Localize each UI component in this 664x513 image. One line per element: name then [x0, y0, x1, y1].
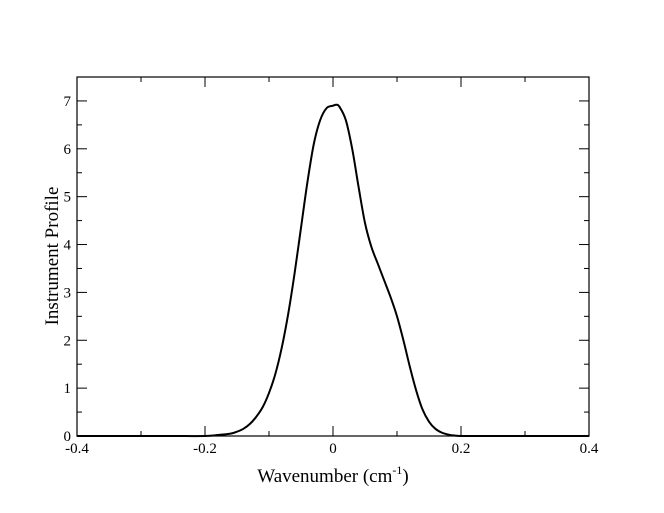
y-tick-label: 4 — [64, 238, 72, 254]
y-tick-label: 6 — [64, 142, 72, 158]
x-tick-label: -0.2 — [193, 441, 217, 457]
plot-frame — [76, 76, 590, 437]
x-tick-label: -0.4 — [65, 441, 89, 457]
x-axis-title-main: Wavenumber (cm — [257, 466, 392, 487]
x-axis-title-sup: -1 — [392, 463, 402, 477]
y-tick-label: 3 — [64, 285, 72, 301]
tick-marks — [76, 76, 590, 437]
profile-curve — [77, 103, 589, 438]
y-tick-label: 7 — [64, 94, 72, 110]
x-tick-label: 0.2 — [452, 441, 471, 457]
x-axis-title: Wavenumber (cm-1) — [257, 463, 408, 487]
x-tick-label: 0 — [329, 441, 337, 457]
y-tick-label: 0 — [64, 429, 72, 445]
x-axis-title-close: ) — [402, 466, 408, 487]
x-tick-label: 0.4 — [580, 441, 599, 457]
y-tick-label: 2 — [64, 333, 72, 349]
tick-labels: -0.4 -0.2 0 0.2 0.4 0 1 2 3 4 5 6 7 — [64, 94, 599, 457]
y-tick-label: 5 — [64, 190, 72, 206]
y-tick-label: 1 — [64, 381, 72, 397]
y-axis-title: Instrument Profile — [42, 187, 63, 326]
